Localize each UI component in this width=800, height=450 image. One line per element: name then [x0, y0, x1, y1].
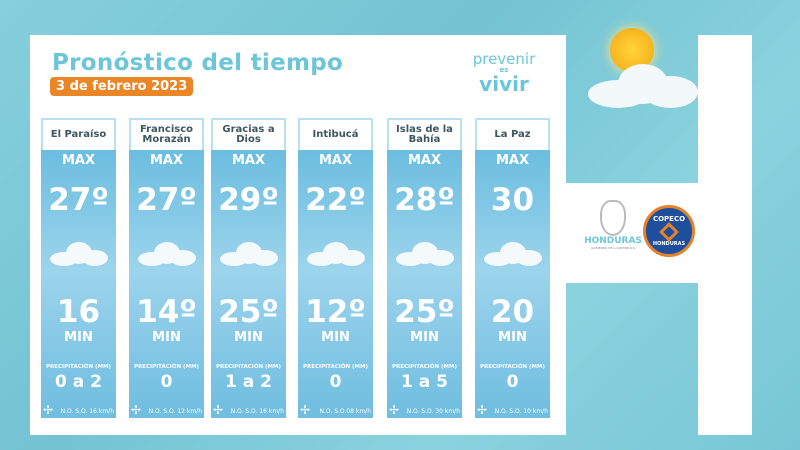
max-temp: 27º: [48, 182, 109, 218]
department-name: Intibucá: [298, 118, 373, 150]
max-temp: 27º: [136, 182, 197, 218]
copeco-logo: COPECO HONDURAS: [643, 205, 695, 257]
prevenir-es-vivir-logo: prevenir es vivir: [462, 50, 546, 96]
min-temp: 25º: [218, 294, 279, 330]
honduras-text: HONDURAS: [584, 236, 642, 246]
department-name: La Paz: [475, 118, 550, 150]
min-label: MIN: [64, 330, 93, 345]
honduras-government-logo: HONDURAS GOBIERNO DE LA REPÚBLICA: [583, 200, 643, 250]
precip-value: 1 a 5: [401, 372, 448, 392]
cloud-icon: [306, 242, 365, 266]
coat-of-arms-icon: [600, 200, 626, 236]
precip-label: PRECIPITACIÓN (MM): [45, 364, 111, 370]
min-temp: 20: [490, 294, 535, 330]
wind-icon: ✢: [131, 403, 142, 417]
wind-text: N.O. S.O. 10 km/h: [494, 408, 548, 415]
copeco-text: COPECO: [652, 215, 686, 223]
min-label: MIN: [410, 330, 439, 345]
forecast-body: MAX 27º 14º MIN PRECIPITACIÓN (MM) 0 ✢ N…: [129, 150, 204, 418]
max-label: MAX: [61, 153, 96, 168]
precipitation: PRECIPITACIÓN (MM) 0: [475, 364, 550, 392]
forecast-column: El Paraíso MAX 27º 16 MIN PRECIPITACIÓN …: [41, 118, 116, 418]
min-label: MIN: [234, 330, 263, 345]
h-right-bar: [698, 35, 752, 435]
precipitation: PRECIPITACIÓN (MM) 0: [298, 364, 373, 392]
precip-value: 0: [506, 372, 519, 392]
wind-icon: ✢: [213, 403, 224, 417]
precip-value: 1 a 2: [225, 372, 272, 392]
precip-label: PRECIPITACIÓN (MM): [391, 364, 457, 370]
precipitation: PRECIPITACIÓN (MM) 1 a 5: [387, 364, 462, 392]
min-temp: 16: [56, 294, 101, 330]
precipitation: PRECIPITACIÓN (MM) 1 a 2: [211, 364, 286, 392]
max-temp: 22º: [305, 182, 366, 218]
max-label: MAX: [149, 153, 184, 168]
page-title: Pronóstico del tiempo: [52, 50, 344, 76]
forecast-body: MAX 28º 25º MIN PRECIPITACIÓN (MM) 1 a 5…: [387, 150, 462, 418]
min-label: MIN: [498, 330, 527, 345]
forecast-body: MAX 29º 25º MIN PRECIPITACIÓN (MM) 1 a 2…: [211, 150, 286, 418]
cloud-icon: [588, 52, 698, 112]
wind-icon: ✢: [389, 403, 400, 417]
forecast-body: MAX 27º 16 MIN PRECIPITACIÓN (MM) 0 a 2 …: [41, 150, 116, 418]
precip-value: 0: [160, 372, 173, 392]
cloud-icon: [49, 242, 108, 266]
forecast-column: La Paz MAX 30 20 MIN PRECIPITACIÓN (MM) …: [475, 118, 550, 418]
cloud-icon: [483, 242, 542, 266]
wind-text: N.O. S.O.08 km/h: [319, 408, 371, 415]
max-label: MAX: [495, 153, 530, 168]
cloud-icon: [219, 242, 278, 266]
min-label: MIN: [321, 330, 350, 345]
department-name: Islas de la Bahía: [387, 118, 462, 150]
wind-text: N.O. S.O. 30 km/h: [406, 408, 460, 415]
precip-label: PRECIPITACIÓN (MM): [215, 364, 281, 370]
date-badge: 3 de febrero 2023: [50, 77, 194, 96]
wind-icon: ✢: [300, 403, 311, 417]
precip-label: PRECIPITACIÓN (MM): [479, 364, 545, 370]
max-label: MAX: [318, 153, 353, 168]
max-label: MAX: [231, 153, 266, 168]
department-name: Gracias a Dios: [211, 118, 286, 150]
cloud-icon: [137, 242, 196, 266]
max-temp: 29º: [218, 182, 279, 218]
forecast-body: MAX 30 20 MIN PRECIPITACIÓN (MM) 0 ✢ N.O…: [475, 150, 550, 418]
department-name: Francisco Morazán: [129, 118, 204, 150]
logo-line1: prevenir: [472, 50, 536, 68]
forecast-column: Intibucá MAX 22º 12º MIN PRECIPITACIÓN (…: [298, 118, 373, 418]
precipitation: PRECIPITACIÓN (MM) 0: [129, 364, 204, 392]
min-temp: 12º: [305, 294, 366, 330]
precip-value: 0: [329, 372, 342, 392]
max-temp: 28º: [394, 182, 455, 218]
min-temp: 25º: [394, 294, 455, 330]
min-temp: 14º: [136, 294, 197, 330]
wind-icon: ✢: [477, 403, 488, 417]
copeco-subtext: HONDURAS: [652, 241, 686, 247]
precip-value: 0 a 2: [55, 372, 102, 392]
precipitation: PRECIPITACIÓN (MM) 0 a 2: [41, 364, 116, 392]
wind-text: N.O. S.O. 16 km/h: [230, 408, 284, 415]
min-label: MIN: [152, 330, 181, 345]
forecast-column: Gracias a Dios MAX 29º 25º MIN PRECIPITA…: [211, 118, 286, 418]
forecast-column: Islas de la Bahía MAX 28º 25º MIN PRECIP…: [387, 118, 462, 418]
wind-icon: ✢: [43, 403, 54, 417]
cloud-icon: [395, 242, 454, 266]
wind-text: N.O. S.O. 16 km/h: [60, 408, 114, 415]
diamond-icon: [659, 222, 679, 242]
department-name: El Paraíso: [41, 118, 116, 150]
logo-line2: es: [499, 66, 509, 74]
precip-label: PRECIPITACIÓN (MM): [302, 364, 368, 370]
max-label: MAX: [407, 153, 442, 168]
wind-text: N.O. S.O. 12 km/h: [148, 408, 202, 415]
forecast-body: MAX 22º 12º MIN PRECIPITACIÓN (MM) 0 ✢ N…: [298, 150, 373, 418]
logo-line3: vivir: [479, 72, 529, 96]
honduras-subtext: GOBIERNO DE LA REPÚBLICA: [591, 246, 635, 250]
max-temp: 30: [490, 182, 535, 218]
forecast-column: Francisco Morazán MAX 27º 14º MIN PRECIP…: [129, 118, 204, 418]
precip-label: PRECIPITACIÓN (MM): [133, 364, 199, 370]
